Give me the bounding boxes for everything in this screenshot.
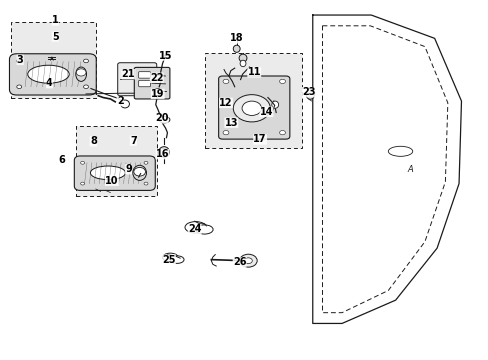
- Text: 4: 4: [46, 78, 53, 88]
- Circle shape: [279, 131, 285, 135]
- Text: 2: 2: [117, 96, 123, 106]
- Circle shape: [233, 95, 270, 122]
- Ellipse shape: [133, 165, 146, 180]
- Text: 8: 8: [90, 136, 97, 146]
- Ellipse shape: [170, 256, 183, 264]
- Circle shape: [144, 182, 148, 185]
- Text: 12: 12: [219, 98, 232, 108]
- Text: 15: 15: [159, 50, 172, 60]
- Ellipse shape: [271, 101, 278, 108]
- Text: 21: 21: [122, 69, 135, 79]
- Ellipse shape: [387, 146, 412, 156]
- Text: 10: 10: [105, 176, 119, 186]
- Circle shape: [244, 258, 252, 264]
- Text: 23: 23: [302, 87, 315, 97]
- Circle shape: [17, 59, 21, 63]
- Circle shape: [242, 101, 261, 116]
- Text: 18: 18: [229, 33, 243, 43]
- Text: 6: 6: [58, 155, 65, 165]
- Ellipse shape: [121, 100, 129, 108]
- Text: 24: 24: [187, 225, 201, 234]
- FancyBboxPatch shape: [134, 67, 169, 99]
- Circle shape: [83, 85, 88, 89]
- Text: 26: 26: [232, 257, 246, 267]
- Circle shape: [81, 182, 84, 185]
- Circle shape: [81, 161, 84, 164]
- Circle shape: [134, 167, 145, 176]
- Text: 7: 7: [130, 136, 137, 145]
- Circle shape: [144, 161, 148, 164]
- Bar: [76, 126, 157, 196]
- Text: 19: 19: [151, 89, 164, 99]
- Ellipse shape: [159, 117, 169, 123]
- Circle shape: [239, 254, 257, 267]
- Ellipse shape: [240, 60, 245, 67]
- Text: A: A: [407, 165, 412, 174]
- Ellipse shape: [196, 225, 213, 234]
- Text: 22: 22: [150, 73, 163, 83]
- Text: 9: 9: [125, 164, 132, 174]
- Circle shape: [223, 131, 228, 135]
- Ellipse shape: [239, 54, 246, 62]
- Text: 14: 14: [259, 107, 273, 117]
- Ellipse shape: [184, 222, 206, 233]
- Ellipse shape: [305, 89, 314, 99]
- Ellipse shape: [154, 89, 161, 96]
- Ellipse shape: [76, 67, 86, 81]
- Circle shape: [76, 69, 86, 76]
- FancyBboxPatch shape: [9, 54, 96, 95]
- Bar: [204, 53, 302, 148]
- Text: 13: 13: [224, 118, 238, 128]
- Text: 17: 17: [253, 135, 266, 144]
- Text: 25: 25: [162, 255, 175, 265]
- Text: 3: 3: [17, 55, 23, 65]
- FancyBboxPatch shape: [218, 76, 289, 139]
- Ellipse shape: [90, 166, 125, 180]
- Circle shape: [223, 79, 228, 84]
- Text: 5: 5: [52, 32, 59, 41]
- FancyBboxPatch shape: [139, 72, 150, 78]
- Text: 20: 20: [155, 113, 168, 123]
- FancyBboxPatch shape: [118, 63, 157, 96]
- FancyBboxPatch shape: [74, 156, 155, 190]
- Text: 16: 16: [156, 149, 169, 159]
- Ellipse shape: [233, 45, 240, 52]
- Ellipse shape: [28, 65, 69, 83]
- Text: 11: 11: [247, 67, 261, 77]
- Bar: [11, 22, 96, 98]
- Circle shape: [83, 59, 88, 63]
- Ellipse shape: [162, 253, 178, 262]
- Text: 1: 1: [52, 15, 59, 26]
- Circle shape: [279, 79, 285, 84]
- Ellipse shape: [158, 147, 169, 157]
- FancyBboxPatch shape: [139, 80, 150, 87]
- Circle shape: [17, 85, 21, 89]
